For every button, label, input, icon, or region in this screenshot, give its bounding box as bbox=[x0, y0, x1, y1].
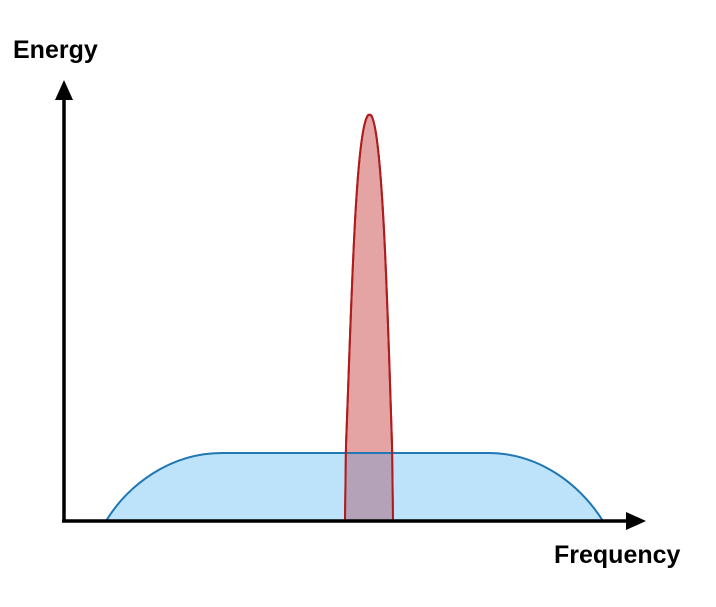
narrowband-outline-overlay bbox=[344, 113, 394, 522]
y-axis-arrowhead bbox=[55, 80, 73, 100]
overlap-region bbox=[345, 453, 393, 521]
y-axis-label: Energy bbox=[13, 36, 98, 64]
x-axis-label: Frequency bbox=[554, 541, 681, 569]
x-axis-arrowhead bbox=[626, 512, 646, 530]
